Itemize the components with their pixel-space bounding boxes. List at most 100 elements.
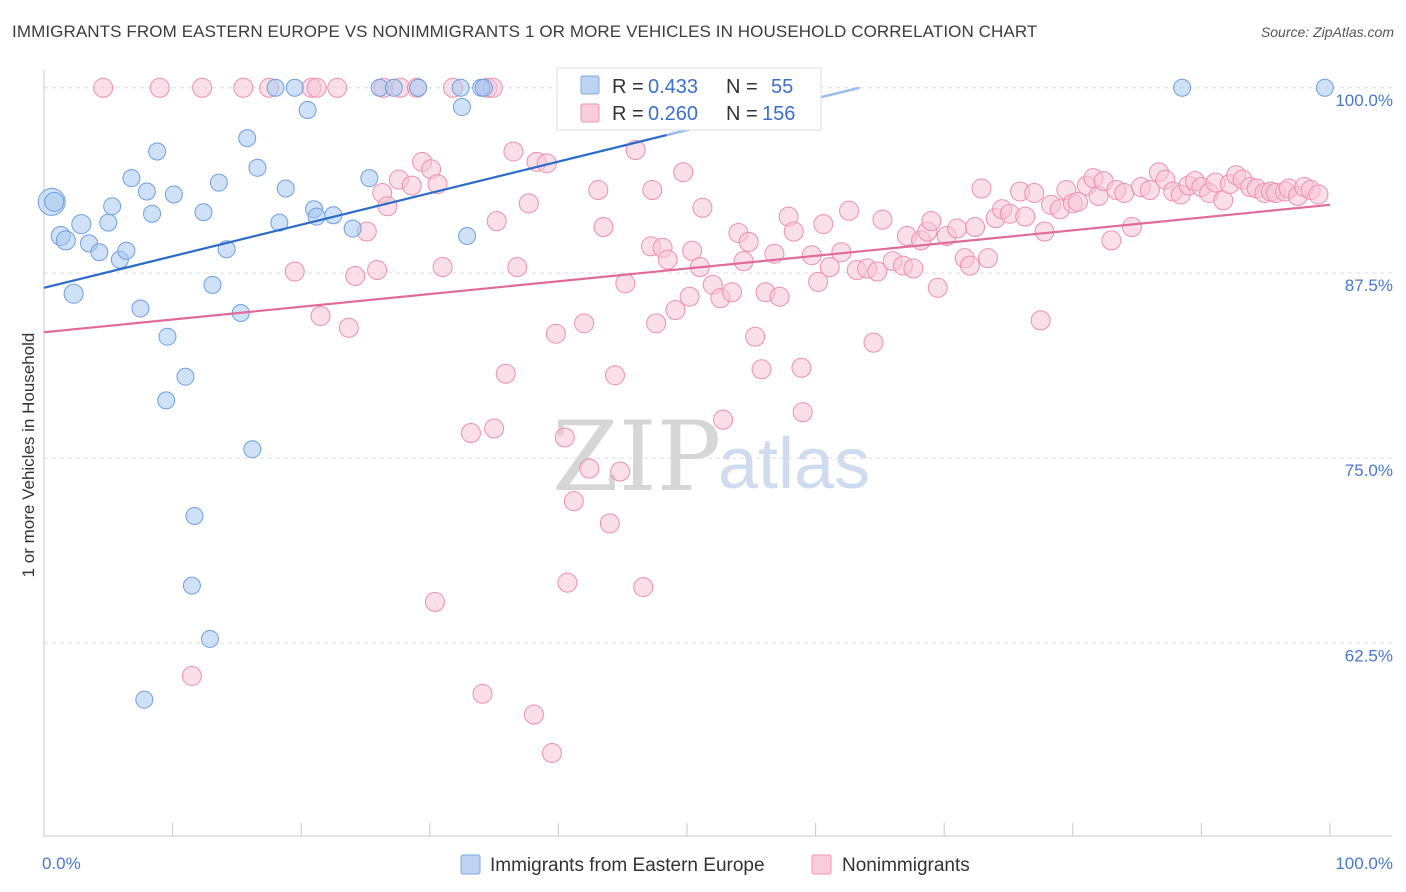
y-axis-tick-labels: 100.0% 87.5% 75.0% 62.5%	[1335, 91, 1393, 666]
legend-n-label-nonimmigrants: N =	[726, 103, 758, 125]
correlation-legend: R = 0.433 N = 55 R = 0.260 N = 156	[556, 67, 822, 131]
point-immigrants-51	[1173, 78, 1192, 97]
point-immigrants-48	[458, 226, 477, 245]
point-nonimmigrants-113	[1024, 182, 1045, 203]
point-nonimmigrants-65	[692, 197, 713, 218]
point-immigrants-23	[182, 576, 201, 595]
series-legend-swatch-nonimmigrants	[811, 854, 832, 875]
point-immigrants-27	[209, 173, 228, 192]
point-nonimmigrants-120	[1067, 191, 1088, 212]
point-nonimmigrants-44	[563, 491, 584, 512]
point-nonimmigrants-104	[959, 255, 980, 276]
point-nonimmigrants-27	[427, 174, 448, 195]
point-immigrants-11	[117, 241, 136, 260]
legend-r-value-nonimmigrants: 0.260	[648, 103, 698, 125]
point-immigrants-32	[248, 158, 267, 177]
point-nonimmigrants-29	[460, 422, 481, 443]
point-nonimmigrants-106	[971, 178, 992, 199]
legend-n-value-immigrants: 55	[771, 76, 793, 98]
point-immigrants-3	[55, 230, 76, 251]
point-immigrants-44	[384, 78, 403, 97]
point-nonimmigrants-105	[965, 217, 986, 238]
point-immigrants-36	[285, 78, 304, 97]
point-nonimmigrants-41	[545, 323, 566, 344]
point-nonimmigrants-45	[574, 313, 595, 334]
point-immigrants-42	[360, 169, 379, 188]
point-nonimmigrants-31	[484, 418, 505, 439]
point-nonimmigrants-61	[673, 162, 694, 183]
point-nonimmigrants-16	[310, 305, 331, 326]
y-axis-title: 1 or more Vehicles in Household	[19, 333, 38, 578]
point-immigrants-41	[343, 219, 362, 238]
point-immigrants-46	[451, 78, 470, 97]
point-nonimmigrants-49	[599, 513, 620, 534]
point-immigrants-14	[135, 690, 154, 709]
point-nonimmigrants-6	[306, 77, 327, 98]
point-nonimmigrants-90	[863, 332, 884, 353]
point-nonimmigrants-28	[432, 257, 453, 278]
point-immigrants-37	[298, 101, 317, 120]
point-nonimmigrants-42	[554, 427, 575, 448]
point-nonimmigrants-63	[682, 240, 703, 261]
series-legend: Immigrants from Eastern Europe Nonimmigr…	[460, 854, 970, 876]
point-immigrants-17	[148, 142, 167, 161]
point-nonimmigrants-100	[927, 277, 948, 298]
point-immigrants-47	[452, 98, 471, 117]
point-immigrants-52	[1315, 78, 1334, 97]
point-nonimmigrants-2	[192, 77, 213, 98]
point-nonimmigrants-40	[541, 743, 562, 764]
point-nonimmigrants-48	[593, 217, 614, 238]
point-nonimmigrants-155	[424, 591, 445, 612]
point-nonimmigrants-56	[642, 180, 663, 201]
point-nonimmigrants-32	[486, 211, 507, 232]
point-nonimmigrants-125	[1101, 230, 1122, 251]
y-tick-label-1: 87.5%	[1345, 276, 1393, 295]
point-nonimmigrants-84	[813, 214, 834, 235]
point-nonimmigrants-51	[610, 461, 631, 482]
point-nonimmigrants-35	[507, 257, 528, 278]
scatter-points	[37, 77, 1334, 764]
point-nonimmigrants-46	[579, 458, 600, 479]
point-nonimmigrants-85	[819, 257, 840, 278]
point-nonimmigrants-130	[1139, 180, 1160, 201]
legend-r-label-immigrants: R =	[612, 76, 644, 98]
legend-n-label-immigrants: N =	[726, 76, 758, 98]
point-immigrants-24	[194, 203, 213, 222]
point-nonimmigrants-107	[977, 248, 998, 269]
grid-lines	[44, 87, 1392, 644]
point-nonimmigrants-87	[839, 200, 860, 221]
watermark: ZIP atlas	[552, 401, 870, 513]
point-immigrants-35	[276, 179, 295, 198]
point-nonimmigrants-36	[518, 193, 539, 214]
point-nonimmigrants-33	[495, 363, 516, 384]
point-immigrants-20	[164, 185, 183, 204]
point-nonimmigrants-72	[738, 231, 759, 252]
point-nonimmigrants-69	[722, 282, 743, 303]
point-nonimmigrants-43	[557, 572, 578, 593]
point-nonimmigrants-96	[903, 258, 924, 279]
point-immigrants-4	[63, 283, 84, 304]
chart-title: IMMIGRANTS FROM EASTERN EUROPE VS NONIMM…	[12, 22, 1038, 41]
point-immigrants-31	[243, 440, 262, 459]
point-nonimmigrants-77	[769, 286, 790, 307]
y-tick-label-3: 62.5%	[1345, 646, 1393, 665]
point-nonimmigrants-20	[367, 260, 388, 281]
point-nonimmigrants-62	[679, 286, 700, 307]
point-nonimmigrants-114	[1030, 310, 1051, 331]
legend-swatch-nonimmigrants	[580, 103, 600, 123]
point-nonimmigrants-80	[791, 357, 812, 378]
x-tick-label-max: 100.0%	[1335, 854, 1393, 873]
point-immigrants-22	[185, 506, 204, 525]
point-nonimmigrants-92	[872, 209, 893, 230]
point-nonimmigrants-112	[1015, 206, 1036, 227]
point-nonimmigrants-53	[625, 140, 646, 161]
point-nonimmigrants-50	[604, 365, 625, 386]
point-nonimmigrants-91	[867, 261, 888, 282]
watermark-atlas: atlas	[718, 424, 870, 504]
point-immigrants-12	[122, 169, 141, 188]
point-nonimmigrants-15	[284, 261, 305, 282]
point-immigrants-33	[266, 78, 285, 97]
point-nonimmigrants-14	[181, 665, 202, 686]
point-nonimmigrants-73	[745, 326, 766, 347]
point-nonimmigrants-7	[327, 77, 348, 98]
